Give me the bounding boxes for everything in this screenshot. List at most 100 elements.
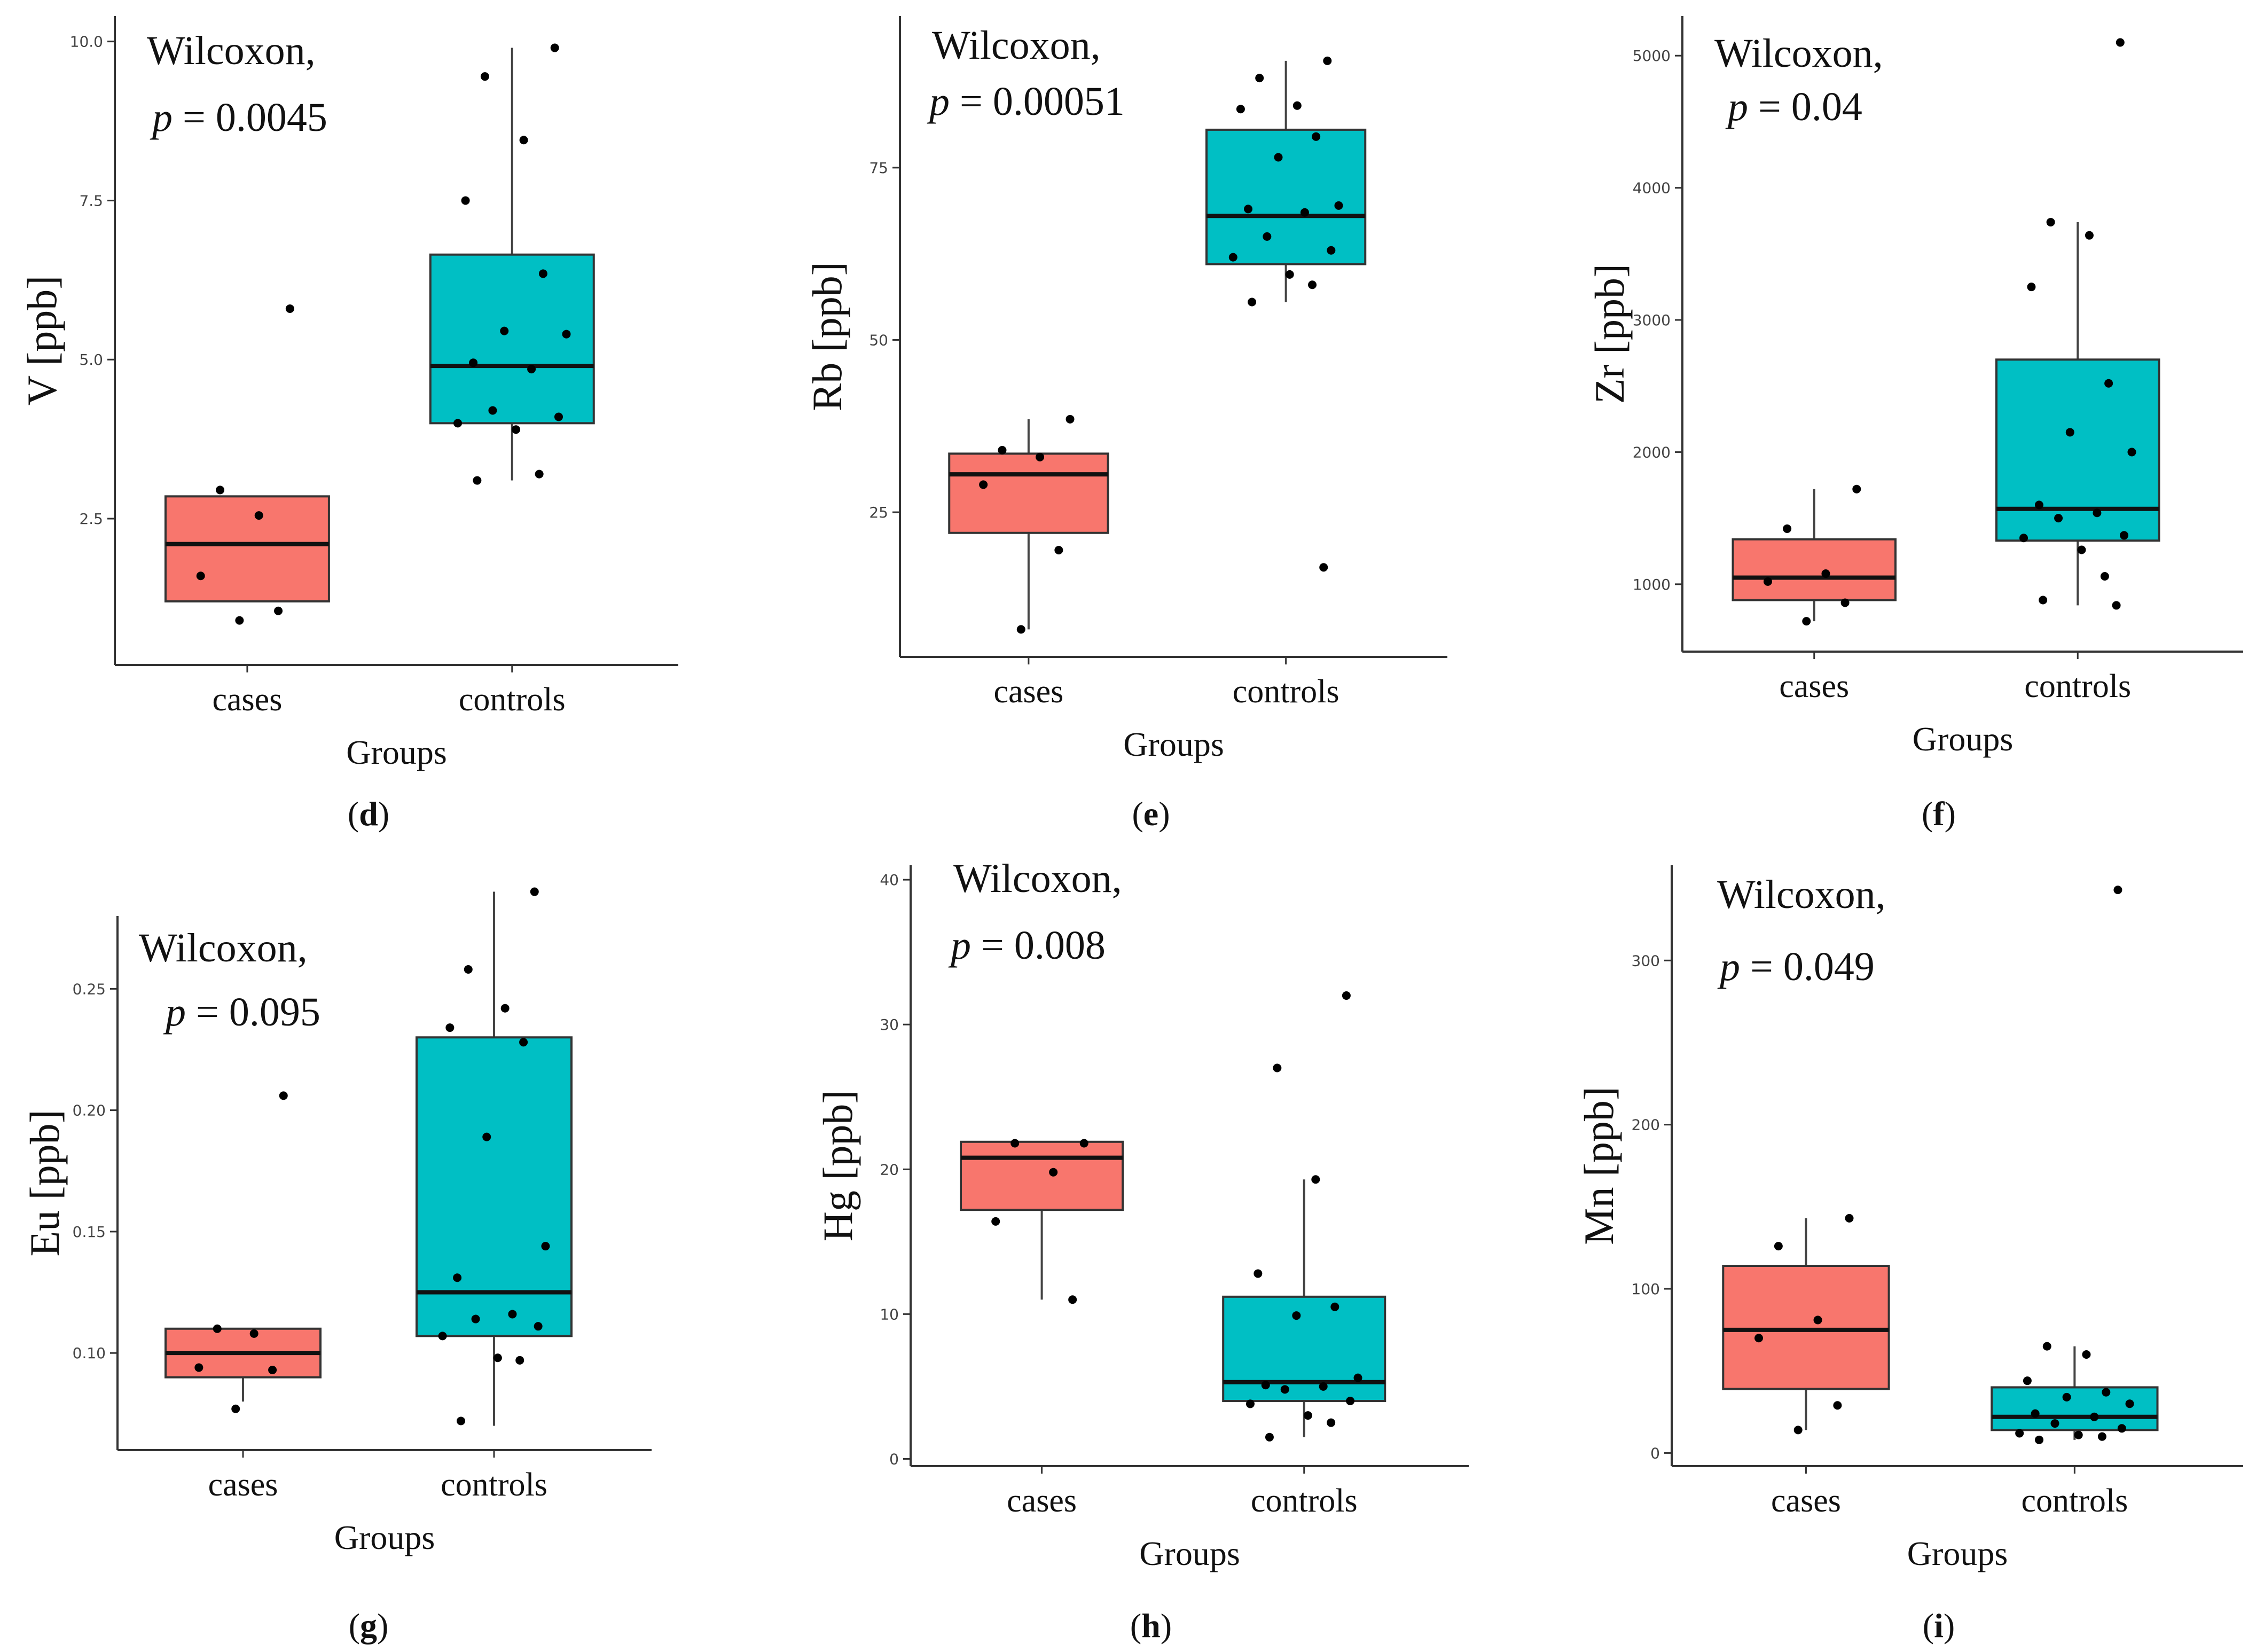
box-cases — [164, 304, 330, 625]
data-point — [2113, 886, 2122, 895]
data-point — [1319, 1382, 1328, 1391]
data-point — [231, 1404, 240, 1413]
x-tick-label-controls: controls — [2024, 668, 2131, 704]
data-point — [550, 43, 559, 52]
panel-label: (f) — [1922, 795, 1956, 833]
data-point — [1265, 1432, 1274, 1442]
p-value-label: p = 0.008 — [948, 923, 1106, 968]
panel-label-part: ) — [1945, 795, 1956, 833]
box-iqr — [960, 1140, 1124, 1211]
data-point — [2125, 1399, 2134, 1408]
panel-h: 0 10 20 30 40 cases controls Groups Hg [ppb] Wilc… — [814, 856, 1469, 1645]
box-iqr — [1205, 128, 1367, 265]
box-controls — [1995, 38, 2160, 610]
stat-test-label: Wilcoxon, — [932, 23, 1101, 68]
x-axis-title: Groups — [1123, 725, 1224, 763]
p-symbol: p — [1725, 84, 1748, 129]
data-point — [2090, 1412, 2099, 1421]
data-point — [453, 1273, 462, 1282]
data-point — [254, 511, 263, 520]
data-point — [519, 1038, 528, 1047]
data-point — [1303, 1411, 1312, 1420]
data-point — [196, 571, 205, 581]
panel-label-part: d — [359, 795, 378, 833]
data-point — [1010, 1139, 1020, 1148]
panel-label-part: h — [1141, 1607, 1161, 1645]
p-value: = 0.095 — [186, 990, 320, 1035]
data-point — [235, 616, 244, 625]
panel-label-part: ( — [348, 795, 359, 833]
p-value: = 0.0045 — [173, 95, 327, 140]
data-point — [1327, 1418, 1336, 1427]
data-point — [1327, 246, 1336, 255]
data-point — [2082, 1350, 2091, 1359]
data-point — [457, 1416, 466, 1426]
y-tick-label: 30 — [880, 1016, 899, 1034]
x-axis-title: Groups — [1139, 1534, 1240, 1572]
data-point — [538, 269, 547, 278]
x-tick-label-controls: controls — [441, 1467, 547, 1503]
box-iqr — [1991, 1386, 2159, 1431]
data-point — [508, 1310, 517, 1319]
data-point — [1821, 569, 1830, 578]
data-point — [2031, 1409, 2040, 1418]
data-point — [445, 1023, 455, 1032]
y-axis-title: Hg [ppb] — [814, 1090, 861, 1242]
data-point — [1228, 253, 1237, 262]
x-tick-label-cases: cases — [213, 682, 283, 718]
data-point — [453, 419, 463, 428]
data-point — [279, 1091, 288, 1100]
data-point — [2100, 571, 2109, 581]
box-cases — [948, 414, 1109, 634]
data-point — [1802, 617, 1811, 626]
data-point — [2104, 379, 2113, 388]
data-point — [2034, 500, 2043, 510]
panel-label-part: f — [1933, 795, 1945, 833]
data-point — [1016, 625, 1025, 634]
data-point — [515, 1356, 524, 1365]
data-point — [1066, 414, 1075, 424]
y-tick-label: 50 — [869, 331, 888, 349]
y-axis-title: Eu [ppb] — [21, 1109, 68, 1256]
data-point — [1813, 1316, 1822, 1325]
p-symbol: p — [1717, 944, 1740, 989]
p-value: = 0.049 — [1740, 944, 1875, 989]
data-point — [2019, 534, 2028, 543]
data-point — [249, 1329, 258, 1338]
data-point — [2027, 283, 2036, 292]
data-point — [469, 358, 478, 367]
p-symbol: p — [150, 95, 173, 140]
y-axis-title: Rb [ppb] — [804, 262, 850, 411]
y-tick-label: 3000 — [1633, 311, 1671, 329]
y-tick-label: 25 — [869, 504, 888, 521]
data-point — [1783, 524, 1792, 533]
data-point — [1300, 208, 1309, 217]
data-point — [1079, 1139, 1088, 1148]
data-point — [1353, 1373, 1362, 1382]
panel-label-part: e — [1143, 795, 1158, 833]
y-tick-label: 0.20 — [73, 1102, 106, 1119]
data-point — [2074, 1430, 2083, 1439]
y-tick-label: 7.5 — [79, 192, 103, 209]
p-symbol: p — [163, 990, 186, 1035]
data-point — [1319, 563, 1328, 572]
p-value: = 0.00051 — [950, 79, 1125, 124]
box-controls — [429, 43, 595, 485]
data-point — [1244, 205, 1253, 214]
data-point — [488, 406, 497, 415]
panel-label-part: ( — [1130, 1607, 1141, 1645]
x-axis-title: Groups — [1907, 1534, 2008, 1572]
data-point — [285, 304, 294, 313]
data-point — [1255, 74, 1264, 83]
data-point — [1236, 105, 1245, 114]
y-tick-label: 2000 — [1633, 443, 1671, 461]
data-point — [1754, 1334, 1764, 1343]
data-point — [2097, 1432, 2106, 1441]
p-value-label: p = 0.095 — [163, 990, 320, 1035]
box-controls — [1991, 886, 2159, 1444]
x-axis-title: Groups — [334, 1518, 435, 1556]
x-tick-label-cases: cases — [1779, 668, 1849, 704]
data-point — [2112, 601, 2121, 610]
stat-test-label: Wilcoxon, — [953, 856, 1122, 901]
